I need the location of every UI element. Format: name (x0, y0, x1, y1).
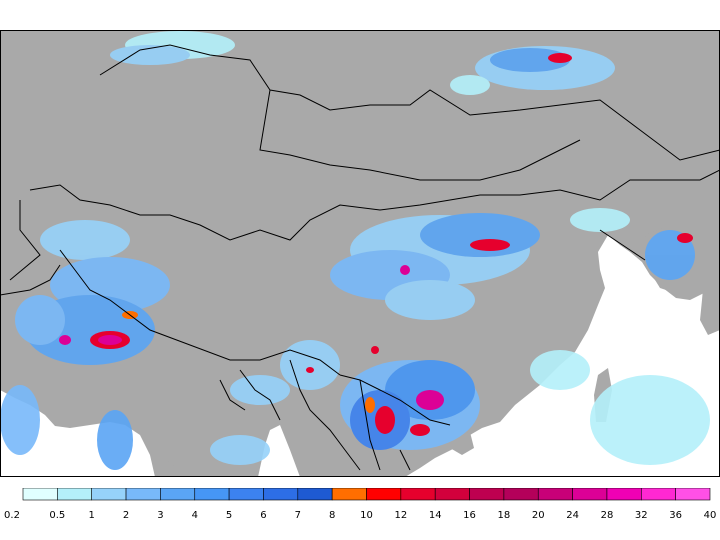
legend-swatch (194, 488, 230, 501)
legend-swatch (228, 488, 264, 501)
precipitation-map (0, 30, 720, 477)
legend-swatch (400, 488, 436, 501)
legend-swatch (57, 488, 92, 501)
legend-boxes (22, 488, 711, 501)
island-south (158, 460, 176, 477)
legend-label: 24 (566, 510, 579, 521)
legend-label: 3 (157, 510, 163, 521)
legend-swatch (160, 488, 196, 501)
legend-labels: 0.2 0.5 1 2 3 4 5 6 7 8 10 12 14 16 18 20 24 28 32 36 40 (4, 510, 716, 521)
legend-swatch (91, 488, 127, 501)
legend-label: 10 (360, 510, 373, 521)
legend-label: 20 (532, 510, 545, 521)
legend-swatch (366, 488, 402, 501)
legend-label: 0.2 (4, 510, 20, 521)
legend-swatch (572, 488, 608, 501)
legend-swatch (263, 488, 299, 501)
legend-swatch (22, 488, 58, 501)
legend-swatch (297, 488, 333, 501)
legend-swatch (331, 488, 367, 501)
legend-label: 36 (669, 510, 682, 521)
legend-label: 2 (123, 510, 129, 521)
legend-swatch (469, 488, 505, 501)
legend-label: 4 (192, 510, 198, 521)
legend-label: 12 (394, 510, 407, 521)
precip-heavy (59, 53, 693, 436)
legend-swatch (537, 488, 573, 501)
legend-swatch (606, 488, 642, 501)
legend-label: 28 (601, 510, 614, 521)
legend-label: 7 (295, 510, 301, 521)
legend-label: 6 (260, 510, 266, 521)
japan-islands (700, 255, 720, 335)
color-legend: 0.2 0.5 1 2 3 4 5 6 7 8 10 12 14 16 18 20 24 28 32 36 40 (4, 488, 716, 521)
legend-label: 16 (463, 510, 476, 521)
legend-label: 14 (429, 510, 442, 521)
legend-swatch (640, 488, 676, 501)
legend-swatch (675, 488, 711, 501)
legend-label: 8 (329, 510, 335, 521)
legend-swatch (434, 488, 470, 501)
legend-label: 18 (498, 510, 511, 521)
borders (0, 44, 720, 471)
legend-label: 40 (704, 510, 717, 521)
legend-label: 0.5 (49, 510, 65, 521)
legend-swatch (503, 488, 539, 501)
legend-label: 5 (226, 510, 232, 521)
legend-label: 32 (635, 510, 648, 521)
legend-label: 1 (89, 510, 95, 521)
legend-swatch (125, 488, 161, 501)
